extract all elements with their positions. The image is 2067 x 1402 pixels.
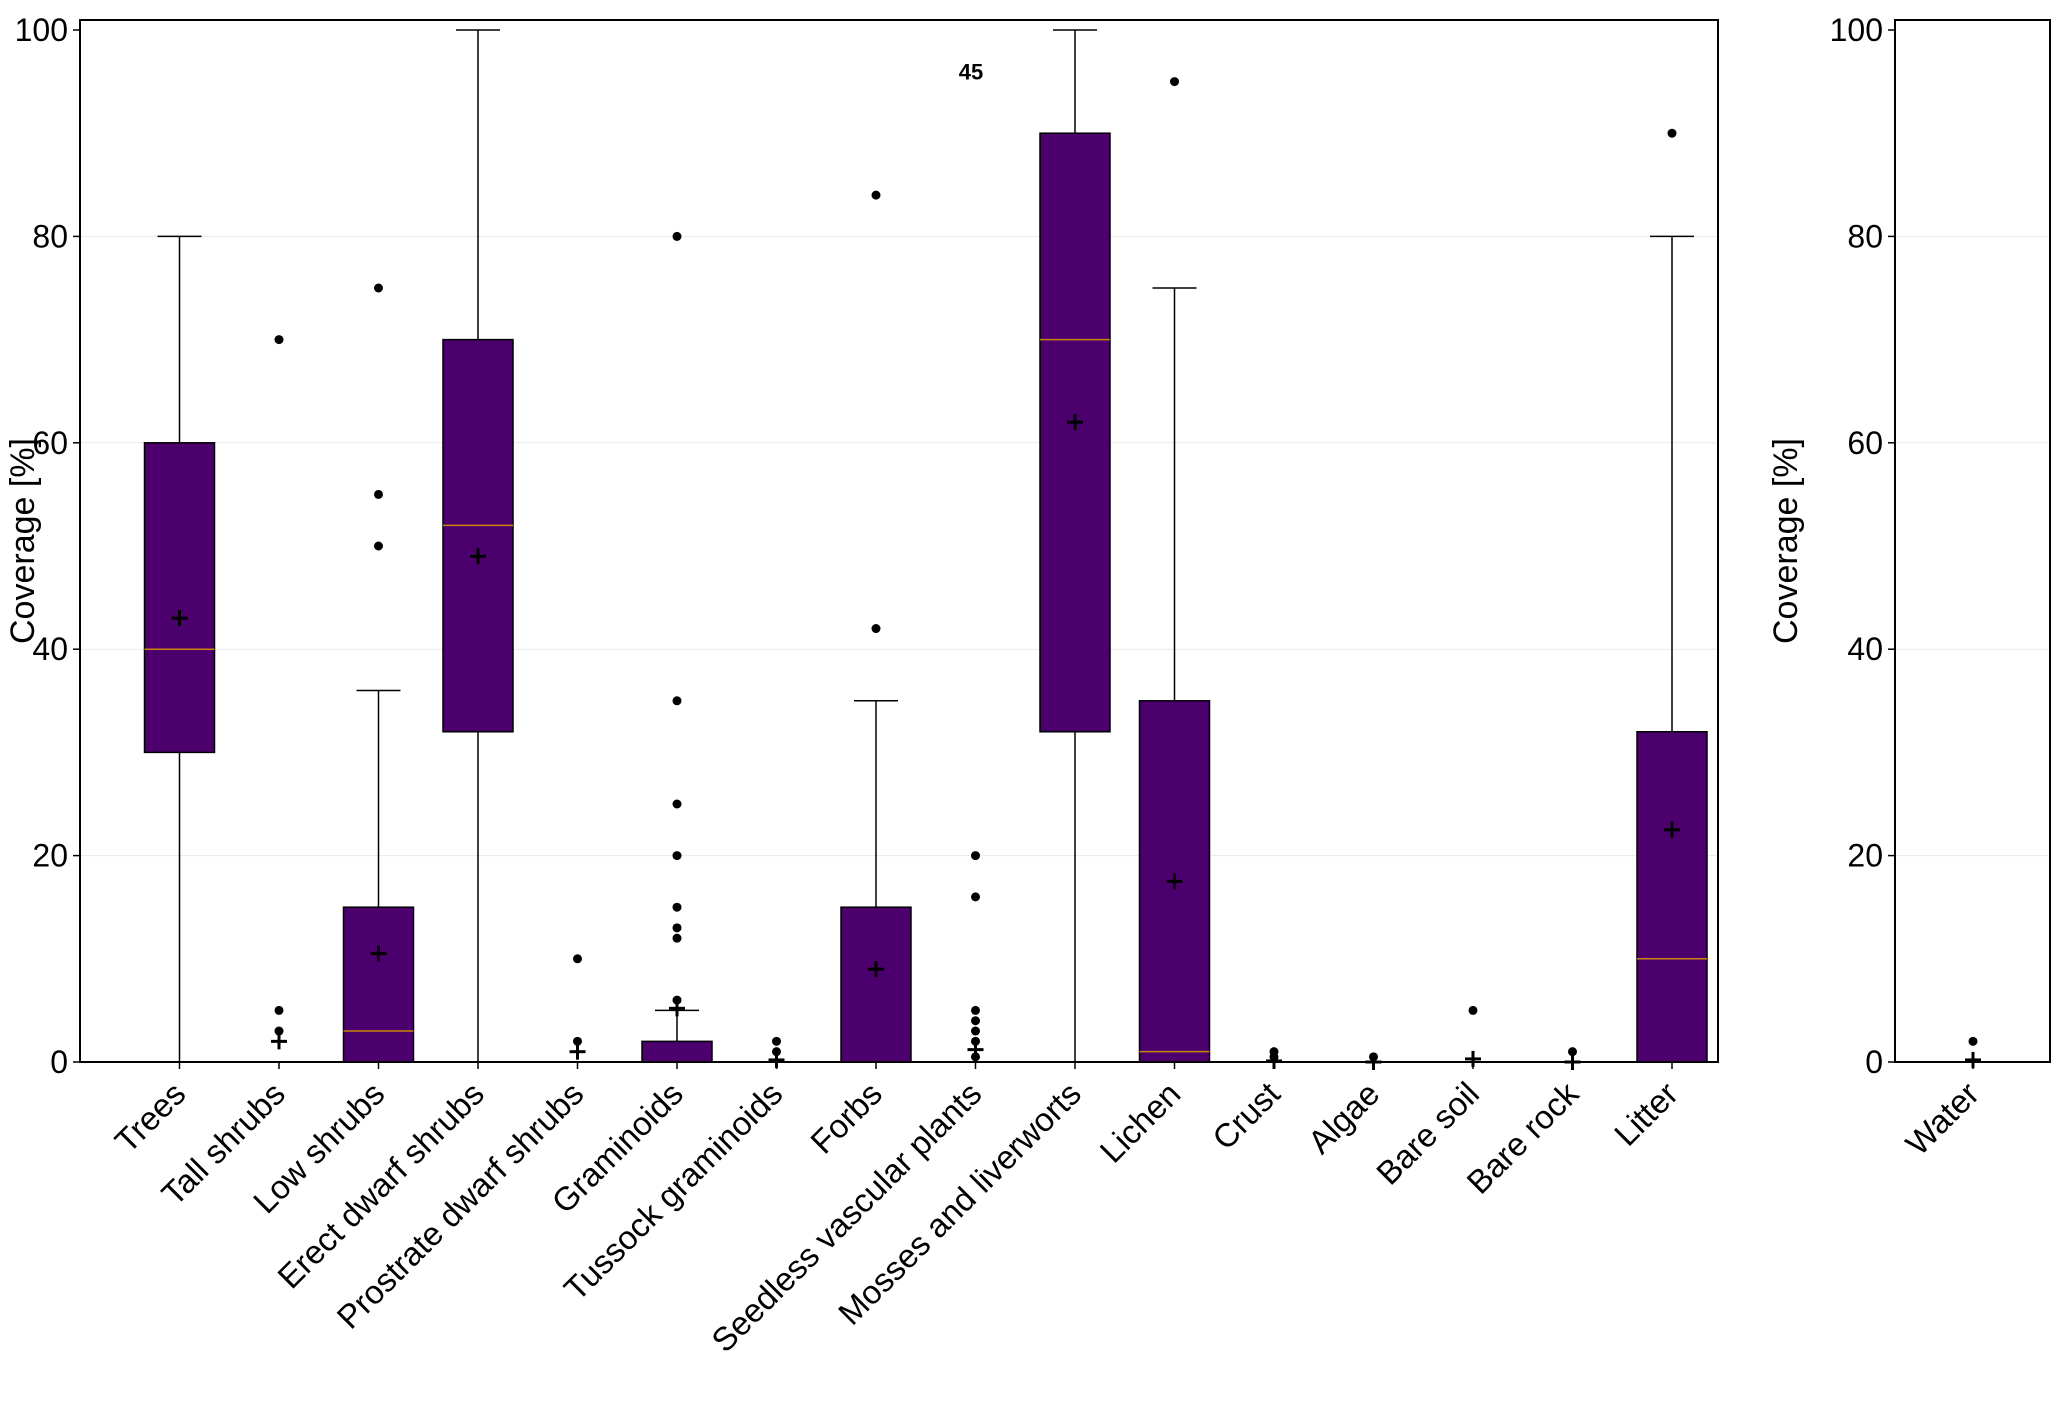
outlier-point [971, 851, 980, 861]
box-lichen [1138, 77, 1211, 1063]
y-tick-label: 80 [1847, 218, 1883, 254]
box-iqr [1039, 132, 1111, 733]
box-iqr [342, 906, 415, 1063]
mean-marker [1067, 414, 1083, 431]
box-seedless-vascular-plants [967, 851, 984, 1062]
outlier-point [871, 190, 881, 200]
y-tick-label: 100 [1830, 12, 1883, 48]
mean-marker [967, 1041, 984, 1058]
outlier-point [374, 489, 383, 499]
x-category-label: Litter [1607, 1075, 1685, 1153]
outlier-point [672, 933, 682, 943]
y-tick-label: 40 [1847, 631, 1883, 667]
box-iqr [641, 1040, 713, 1063]
outlier-point [573, 954, 582, 964]
box-crust [1266, 1047, 1282, 1069]
mean-marker [569, 1043, 586, 1060]
outlier-point [971, 892, 980, 902]
annotation-label: 45 [959, 59, 983, 84]
outlier-point [971, 1016, 980, 1026]
outlier-point [672, 696, 682, 706]
box-iqr [143, 442, 216, 754]
outlier-point [672, 995, 682, 1005]
plot-frame [1894, 19, 2051, 1063]
box-low-shrubs [342, 283, 415, 1063]
y-tick-label: 0 [50, 1044, 68, 1080]
outlier-point [1667, 128, 1677, 138]
outlier-point [672, 902, 682, 912]
outlier-point [274, 1026, 284, 1036]
outlier-point [971, 1026, 980, 1036]
mean-marker [370, 945, 387, 962]
x-category-label: Algae [1301, 1075, 1387, 1161]
x-category-label: Forbs [803, 1075, 889, 1161]
box-iqr [1636, 731, 1708, 1063]
outlier-point [1968, 1036, 1978, 1046]
y-tick-label: 60 [1847, 425, 1883, 461]
outlier-point [1468, 1005, 1478, 1015]
outlier-point [274, 1005, 284, 1015]
x-category-label: Trees [107, 1075, 192, 1160]
y-tick-label: 20 [1847, 838, 1883, 874]
outlier-point [274, 335, 284, 345]
outlier-point [374, 541, 383, 551]
y-axis-title: Coverage [%] [1767, 438, 1805, 644]
mean-marker [868, 961, 884, 978]
y-axis-title: Coverage [%] [4, 438, 42, 644]
x-category-label: Water [1898, 1075, 1986, 1163]
box-tall-shrubs [271, 335, 287, 1050]
outlier-point [1170, 77, 1179, 87]
box-iqr [442, 338, 514, 733]
outlier-point [573, 1036, 582, 1046]
x-category-label: Lichen [1093, 1075, 1188, 1170]
y-tick-label: 80 [32, 218, 68, 254]
outlier-point [772, 1047, 781, 1057]
outlier-point [672, 851, 682, 861]
mean-marker [470, 548, 486, 565]
outlier-point [672, 923, 682, 933]
outlier-point [672, 231, 682, 241]
box-iqr [840, 906, 912, 1063]
outlier-point [871, 624, 881, 634]
box-litter [1636, 128, 1708, 1063]
outlier-point [1568, 1047, 1577, 1057]
box-trees [143, 235, 216, 1062]
box-erect-dwarf-shrubs [442, 29, 514, 1062]
outlier-point [772, 1036, 781, 1046]
chart-panel-2: 0 20 40 60 80 100 Coverage [%] Water [1767, 12, 2051, 1163]
y-tick-label: 100 [15, 12, 68, 48]
y-tick-label: 60 [32, 425, 68, 461]
outlier-point [672, 799, 682, 809]
plot-frame [79, 19, 1719, 1063]
mean-marker [669, 1000, 685, 1017]
mean-marker [271, 1033, 287, 1050]
mean-marker [1166, 873, 1183, 890]
x-category-label: Crust [1205, 1075, 1287, 1157]
mean-marker [1664, 821, 1680, 838]
box-graminoids [641, 231, 713, 1063]
y-tick-label: 40 [32, 631, 68, 667]
box-bare-soil [1465, 1005, 1481, 1067]
box-forbs [840, 190, 912, 1063]
box-prostrate-dwarf-shrubs [569, 954, 586, 1060]
box-mosses-and-liverworts [1039, 29, 1111, 1062]
mean-marker [171, 610, 188, 627]
y-tick-label: 0 [1865, 1044, 1883, 1080]
outlier-point [374, 283, 383, 293]
outlier-point [1269, 1047, 1279, 1057]
outlier-point [971, 1036, 980, 1046]
y-tick-label: 20 [32, 838, 68, 874]
outlier-point [971, 1005, 980, 1015]
